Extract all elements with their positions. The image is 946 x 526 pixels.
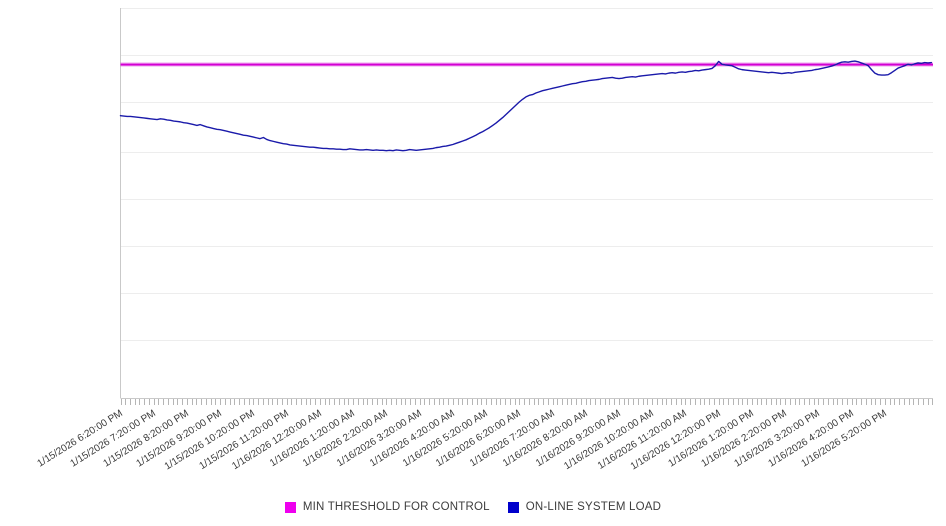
legend-swatch-system-load (507, 501, 519, 513)
gridlines (120, 8, 933, 341)
legend-label-min-threshold: MIN THRESHOLD FOR CONTROL (302, 501, 490, 513)
legend-label-system-load: ON-LINE SYSTEM LOAD (525, 501, 662, 513)
legend-item-system-load[interactable]: ON-LINE SYSTEM LOAD (507, 501, 662, 513)
legend-swatch-min-threshold (284, 501, 296, 513)
legend-item-min-threshold[interactable]: MIN THRESHOLD FOR CONTROL (284, 501, 490, 513)
axes (120, 8, 933, 399)
x-axis-minor-ticks (121, 399, 933, 405)
system-load-line (119, 60, 933, 152)
chart-legend: MIN THRESHOLD FOR CONTROL ON-LINE SYSTEM… (0, 496, 946, 518)
